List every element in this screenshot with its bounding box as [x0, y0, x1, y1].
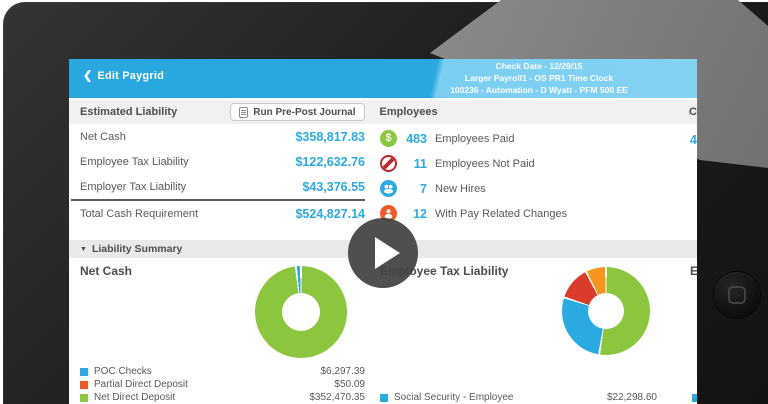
journal-document-icon	[239, 106, 249, 118]
net-cash-donut-chart	[255, 266, 347, 358]
legend-label: Net Direct Deposit	[94, 392, 176, 403]
prohibition-icon	[380, 155, 397, 172]
row-label: Employer Tax Liability	[80, 180, 187, 193]
employee-count: 11	[413, 156, 427, 171]
legend-value: $22,298.60	[606, 392, 657, 403]
legend-item: Net Direct Deposit $352,470.35	[80, 391, 365, 404]
legend-item: Social Security - Employee $22,298.60	[380, 391, 657, 404]
legend-label: Social Security - Employee	[394, 392, 514, 403]
employee-count: 483	[406, 131, 427, 146]
employee-row-label: Employees Not Paid	[435, 157, 535, 170]
list-item: 11 Employees Not Paid	[370, 151, 680, 176]
total-value: $524,827.14	[295, 206, 365, 221]
person-change-icon	[380, 205, 397, 222]
legend-swatch	[80, 393, 88, 402]
legend-label: Partial Direct Deposit	[94, 379, 188, 390]
payroll-line: Larger Payroll1 - OS PR1 Time Clock	[464, 73, 614, 83]
employee-count: 12	[413, 206, 427, 221]
legend-item: Partial Direct Deposit $50.09	[80, 378, 365, 391]
caret-down-icon: ▼	[80, 245, 87, 253]
liability-summary-title: Liability Summary	[91, 243, 183, 255]
total-label: Total Cash Requirement	[80, 207, 199, 220]
chart-title-employer-tax: Employer Tax Liability	[690, 264, 697, 278]
check-date-line: Check Date - 12/29/15	[495, 61, 583, 71]
section-header-bar: Estimated Liability Run Pre-Post Journal…	[69, 100, 697, 124]
play-icon	[375, 237, 400, 269]
table-row: Employer Tax Liability $43,376.55	[69, 174, 370, 199]
donut-hole	[588, 293, 624, 329]
legend-value: $352,470.35	[309, 392, 365, 403]
legend-label: POC Checks	[94, 366, 152, 377]
legend-value: $50.09	[334, 379, 365, 390]
legend-swatch	[380, 393, 388, 402]
third-section-count-partial: 4	[690, 133, 697, 147]
list-item: $ 483 Employees Paid	[370, 126, 680, 151]
list-item: 7 New Hires	[370, 176, 680, 201]
legend-value: $6,297.39	[320, 366, 366, 377]
play-button[interactable]	[348, 218, 418, 288]
row-label: Net Cash	[80, 130, 126, 143]
edit-paygrid-back-button[interactable]: ❮ Edit Paygrid	[83, 70, 164, 82]
chart-title-net-cash: Net Cash	[80, 264, 133, 278]
people-icon	[380, 180, 397, 197]
net-cash-legend: POC Checks $6,297.39 Partial Direct Depo…	[80, 365, 365, 404]
row-label: Employee Tax Liability	[80, 155, 189, 168]
employee-count: 7	[420, 181, 427, 196]
company-line: 100236 - Automation - D Wyatt - PFM 500 …	[450, 85, 628, 95]
employees-header: Employees	[370, 100, 680, 124]
employee-row-label: Employees Paid	[435, 132, 515, 145]
home-button-square-icon	[728, 286, 746, 304]
third-section-title-partial: C	[689, 106, 697, 118]
employee-tax-legend: Social Security - Employee $22,298.60	[380, 391, 657, 404]
check-info: Check Date - 12/29/15 Larger Payroll1 - …	[389, 60, 689, 96]
donut-hole	[282, 293, 320, 331]
row-value: $358,817.83	[295, 129, 365, 144]
legend-item	[692, 391, 697, 404]
home-button[interactable]	[714, 272, 760, 318]
legend-swatch	[80, 380, 88, 389]
third-section-header: C	[679, 100, 697, 124]
estimated-liability-list: Net Cash $358,817.83 Employee Tax Liabil…	[69, 124, 370, 226]
legend-item: POC Checks $6,297.39	[80, 365, 365, 378]
app-header: ❮ Edit Paygrid Check Date - 12/29/15 Lar…	[69, 59, 697, 98]
employer-tax-legend	[692, 391, 697, 404]
employees-list: $ 483 Employees Paid 11 Employees Not Pa…	[370, 126, 680, 226]
legend-swatch	[692, 393, 697, 402]
row-value: $43,376.55	[302, 179, 365, 194]
employee-row-label: With Pay Related Changes	[435, 207, 568, 220]
table-row: Net Cash $358,817.83	[69, 124, 370, 149]
run-button-label: Run Pre-Post Journal	[253, 106, 356, 118]
legend-swatch	[80, 367, 88, 376]
employees-title: Employees	[379, 106, 438, 118]
total-divider	[71, 199, 365, 201]
app-screen: ❮ Edit Paygrid Check Date - 12/29/15 Lar…	[69, 59, 697, 404]
chevron-left-icon: ❮	[83, 69, 93, 82]
employee-tax-donut-chart	[562, 267, 650, 355]
total-row: Total Cash Requirement $524,827.14	[69, 201, 370, 226]
run-pre-post-journal-button[interactable]: Run Pre-Post Journal	[230, 103, 365, 121]
dollar-circle-icon: $	[380, 130, 397, 147]
table-row: Employee Tax Liability $122,632.76	[69, 149, 370, 174]
back-button-label: Edit Paygrid	[97, 70, 165, 82]
list-item: 12 With Pay Related Changes	[370, 201, 680, 226]
estimated-liability-header: Estimated Liability Run Pre-Post Journal	[69, 100, 370, 124]
employee-row-label: New Hires	[435, 182, 486, 195]
estimated-liability-title: Estimated Liability	[80, 106, 178, 118]
row-value: $122,632.76	[295, 154, 365, 169]
